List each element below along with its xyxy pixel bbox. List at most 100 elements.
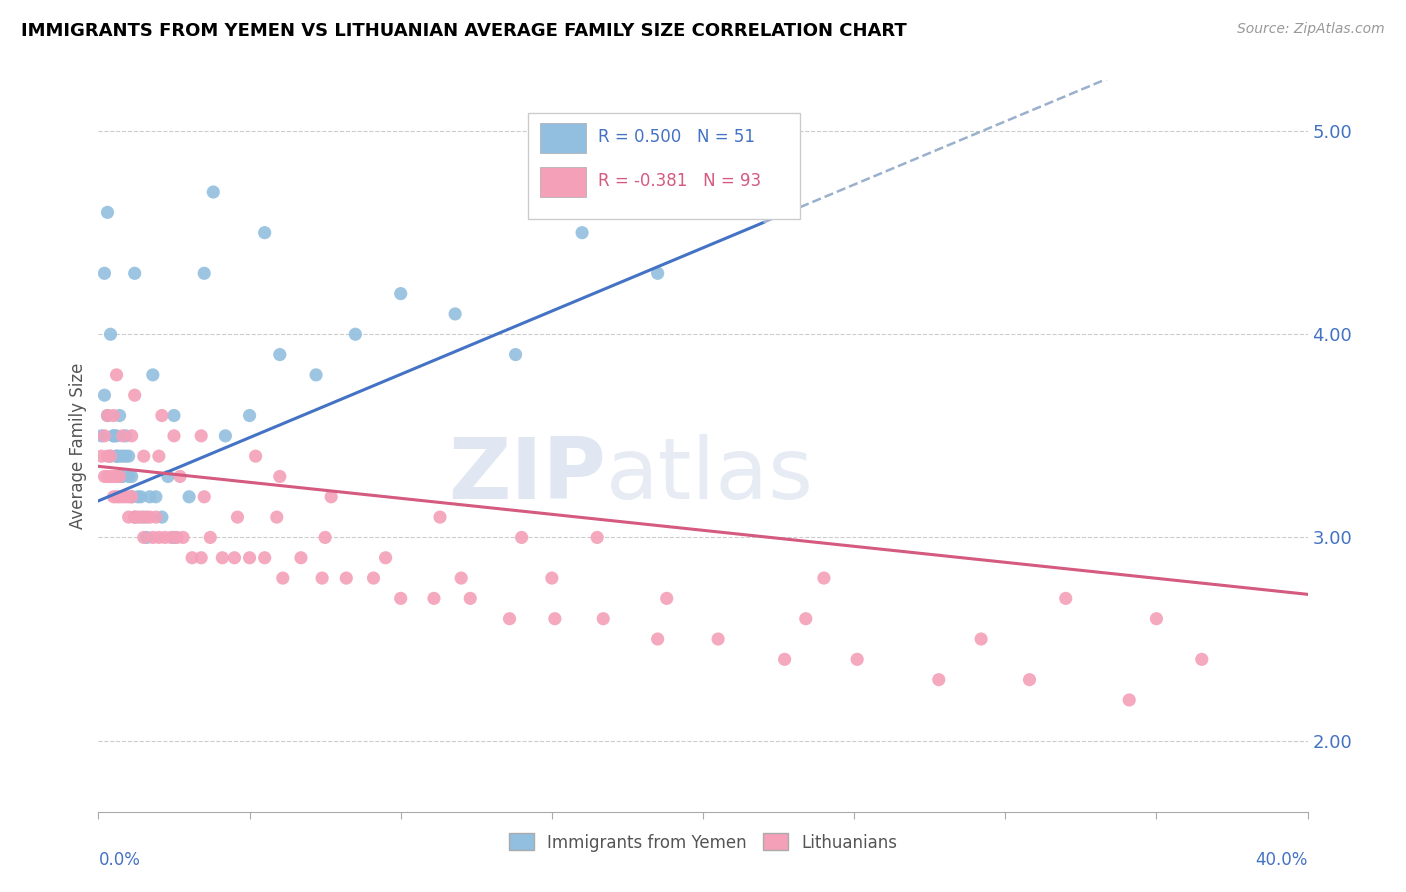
Point [846, 652, 869, 666]
Point [103, 490, 125, 504]
Point [150, 409, 173, 423]
Point [114, 449, 136, 463]
Point [124, 510, 146, 524]
Point [444, 307, 467, 321]
Point [121, 490, 143, 504]
Point [813, 571, 835, 585]
Text: IMMIGRANTS FROM YEMEN VS LITHUANIAN AVERAGE FAMILY SIZE CORRELATION CHART: IMMIGRANTS FROM YEMEN VS LITHUANIAN AVER… [21, 22, 907, 40]
Point [124, 510, 146, 524]
Point [540, 571, 562, 585]
Point [90, 429, 112, 443]
Point [423, 591, 446, 606]
Point [1018, 673, 1040, 687]
Point [121, 490, 143, 504]
Point [156, 469, 179, 483]
Point [450, 571, 472, 585]
Point [100, 469, 122, 483]
FancyBboxPatch shape [527, 113, 800, 219]
Point [108, 409, 131, 423]
Text: 40.0%: 40.0% [1256, 851, 1308, 869]
Point [344, 327, 367, 342]
Point [114, 490, 136, 504]
Point [172, 530, 194, 544]
Point [145, 490, 167, 504]
Point [108, 449, 131, 463]
Point [166, 530, 188, 544]
Point [163, 409, 186, 423]
Point [163, 429, 186, 443]
Point [505, 347, 527, 362]
FancyBboxPatch shape [540, 167, 586, 197]
Point [179, 490, 201, 504]
Text: R = 0.500   N = 51: R = 0.500 N = 51 [598, 128, 755, 146]
Point [707, 632, 730, 646]
Text: 0.0%: 0.0% [98, 851, 141, 869]
Point [253, 550, 276, 565]
Point [121, 429, 143, 443]
Point [253, 226, 276, 240]
Point [544, 612, 567, 626]
Point [148, 449, 170, 463]
Point [193, 266, 215, 280]
Point [100, 327, 122, 342]
Point [363, 571, 385, 585]
Point [794, 612, 817, 626]
Point [928, 673, 950, 687]
Point [127, 510, 149, 524]
Point [132, 449, 155, 463]
Point [111, 449, 134, 463]
Point [100, 449, 122, 463]
Point [96, 409, 118, 423]
Point [773, 652, 796, 666]
Point [105, 469, 128, 483]
Point [111, 429, 134, 443]
Point [103, 429, 125, 443]
Point [200, 530, 222, 544]
Text: ZIP: ZIP [449, 434, 606, 516]
Point [1144, 612, 1167, 626]
Point [96, 449, 118, 463]
Point [103, 409, 125, 423]
Point [305, 368, 328, 382]
Point [1118, 693, 1140, 707]
Point [139, 490, 162, 504]
Point [93, 429, 115, 443]
Point [498, 612, 520, 626]
Point [118, 469, 141, 483]
Point [723, 205, 745, 219]
Point [1191, 652, 1213, 666]
Point [108, 490, 131, 504]
Point [135, 510, 157, 524]
Point [139, 510, 162, 524]
Point [211, 550, 233, 565]
Point [181, 550, 204, 565]
Point [389, 591, 412, 606]
Y-axis label: Average Family Size: Average Family Size [69, 363, 87, 529]
Text: atlas: atlas [606, 434, 814, 516]
Point [93, 469, 115, 483]
Point [190, 429, 212, 443]
Point [311, 571, 333, 585]
Point [129, 510, 152, 524]
Point [160, 530, 183, 544]
Point [142, 368, 165, 382]
Point [153, 530, 176, 544]
Legend: Immigrants from Yemen, Lithuanians: Immigrants from Yemen, Lithuanians [502, 827, 904, 858]
Point [245, 449, 267, 463]
Text: R = -0.381   N = 93: R = -0.381 N = 93 [598, 172, 761, 190]
Point [214, 429, 236, 443]
Point [118, 449, 141, 463]
Point [429, 510, 451, 524]
Point [132, 510, 155, 524]
Point [150, 510, 173, 524]
Point [129, 490, 152, 504]
Point [239, 550, 262, 565]
Point [121, 469, 143, 483]
Point [389, 286, 412, 301]
Point [108, 469, 131, 483]
Point [103, 469, 125, 483]
Point [647, 632, 669, 646]
Point [148, 530, 170, 544]
Point [193, 490, 215, 504]
Point [335, 571, 357, 585]
